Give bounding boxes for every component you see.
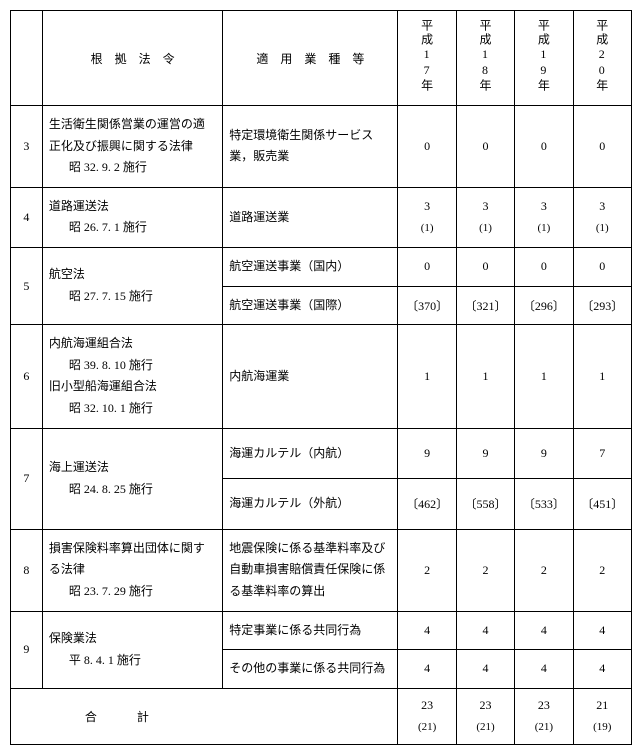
val: 1 (515, 325, 573, 428)
h-y17: 平成17年 (398, 11, 456, 106)
h-industry: 適 用 業 種 等 (223, 11, 398, 106)
val: 9 (398, 428, 456, 479)
row-num: 8 (11, 529, 43, 611)
law-cell: 損害保険料率算出団体に関する法律 昭 23. 7. 29 施行 (42, 529, 222, 611)
val: 1 (398, 325, 456, 428)
industry-cell: 特定環境衛生関係サービス業，販売業 (223, 106, 398, 188)
h-y20: 平成20年 (573, 11, 631, 106)
val: 4 (573, 650, 631, 689)
row-num: 5 (11, 247, 43, 324)
law-cell: 内航海運組合法 昭 39. 8. 10 施行 旧小型船海運組合法 昭 32. 1… (42, 325, 222, 428)
val: 3(1) (573, 187, 631, 247)
table-row: 4 道路運送法 昭 26. 7. 1 施行 道路運送業 3(1) 3(1) 3(… (11, 187, 632, 247)
industry-cell: 道路運送業 (223, 187, 398, 247)
h-y19: 平成19年 (515, 11, 573, 106)
val: 7 (573, 428, 631, 479)
industry-cell: 内航海運業 (223, 325, 398, 428)
industry-cell: 特定事業に係る共同行為 (223, 611, 398, 650)
industry-cell: 地震保険に係る基準料率及び自動車損害賠償責任保険に係る基準料率の算出 (223, 529, 398, 611)
val: 2 (573, 529, 631, 611)
val: 2 (456, 529, 514, 611)
h-law: 根 拠 法 令 (42, 11, 222, 106)
header-row: 根 拠 法 令 適 用 業 種 等 平成17年 平成18年 平成19年 平成20… (11, 11, 632, 106)
law-cell: 海上運送法 昭 24. 8. 25 施行 (42, 428, 222, 529)
law-cell: 道路運送法 昭 26. 7. 1 施行 (42, 187, 222, 247)
val: 1 (573, 325, 631, 428)
val: 4 (456, 611, 514, 650)
table-row: 3 生活衛生関係営業の運営の適正化及び振興に関する法律 昭 32. 9. 2 施… (11, 106, 632, 188)
val: 3(1) (456, 187, 514, 247)
val: 23(21) (515, 688, 573, 744)
val: 4 (398, 611, 456, 650)
h-y18: 平成18年 (456, 11, 514, 106)
val: 2 (515, 529, 573, 611)
val: 23(21) (456, 688, 514, 744)
val: 0 (398, 106, 456, 188)
val: 9 (456, 428, 514, 479)
val: 4 (398, 650, 456, 689)
table-row: 6 内航海運組合法 昭 39. 8. 10 施行 旧小型船海運組合法 昭 32.… (11, 325, 632, 428)
val: 〔296〕 (515, 286, 573, 325)
val: 〔321〕 (456, 286, 514, 325)
table-row: 7 海上運送法 昭 24. 8. 25 施行 海運カルテル（内航） 9 9 9 … (11, 428, 632, 479)
row-num: 7 (11, 428, 43, 529)
val: 〔558〕 (456, 479, 514, 530)
row-num: 4 (11, 187, 43, 247)
val: 0 (456, 106, 514, 188)
val: 3(1) (398, 187, 456, 247)
table-row: 9 保険業法 平 8. 4. 1 施行 特定事業に係る共同行為 4 4 4 4 (11, 611, 632, 650)
val: 4 (573, 611, 631, 650)
val: 23(21) (398, 688, 456, 744)
val: 0 (398, 247, 456, 286)
val: 21(19) (573, 688, 631, 744)
val: 0 (515, 106, 573, 188)
val: 0 (573, 106, 631, 188)
total-label: 合計 (11, 688, 223, 744)
val: 〔293〕 (573, 286, 631, 325)
val: 1 (456, 325, 514, 428)
table-row: 5 航空法 昭 27. 7. 15 施行 航空運送事業（国内） 0 0 0 0 (11, 247, 632, 286)
industry-cell: 海運カルテル（内航） (223, 428, 398, 479)
val: 2 (398, 529, 456, 611)
law-cell: 生活衛生関係営業の運営の適正化及び振興に関する法律 昭 32. 9. 2 施行 (42, 106, 222, 188)
val: 0 (515, 247, 573, 286)
val: 4 (515, 650, 573, 689)
total-row: 合計 23(21) 23(21) 23(21) 21(19) (11, 688, 632, 744)
total-empty (223, 688, 398, 744)
cartel-table: 根 拠 法 令 適 用 業 種 等 平成17年 平成18年 平成19年 平成20… (10, 10, 632, 745)
val: 〔451〕 (573, 479, 631, 530)
industry-cell: 海運カルテル（外航） (223, 479, 398, 530)
h-num (11, 11, 43, 106)
val: 4 (515, 611, 573, 650)
val: 0 (573, 247, 631, 286)
industry-cell: 航空運送事業（国際） (223, 286, 398, 325)
industry-cell: その他の事業に係る共同行為 (223, 650, 398, 689)
val: 〔370〕 (398, 286, 456, 325)
row-num: 6 (11, 325, 43, 428)
table-row: 8 損害保険料率算出団体に関する法律 昭 23. 7. 29 施行 地震保険に係… (11, 529, 632, 611)
law-cell: 航空法 昭 27. 7. 15 施行 (42, 247, 222, 324)
val: 〔462〕 (398, 479, 456, 530)
val: 3(1) (515, 187, 573, 247)
row-num: 3 (11, 106, 43, 188)
val: 〔533〕 (515, 479, 573, 530)
val: 0 (456, 247, 514, 286)
val: 9 (515, 428, 573, 479)
industry-cell: 航空運送事業（国内） (223, 247, 398, 286)
val: 4 (456, 650, 514, 689)
